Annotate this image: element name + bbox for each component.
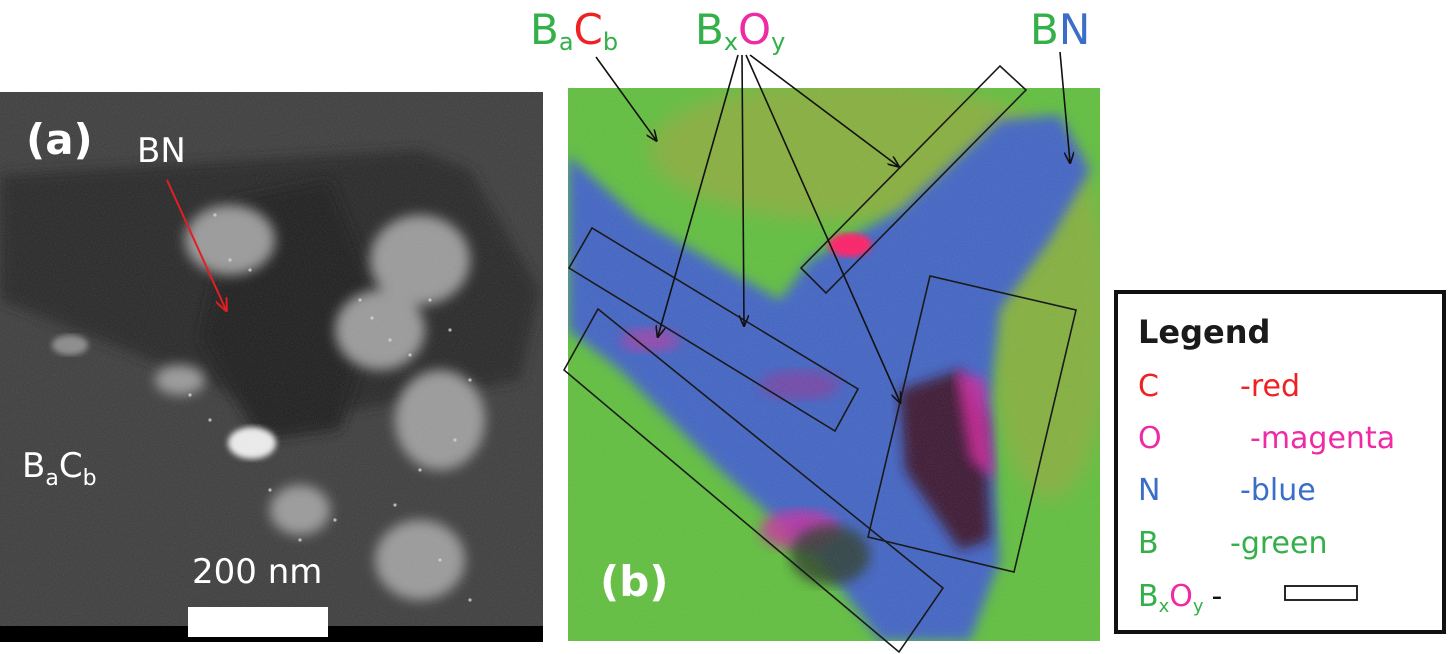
bxoy-box-left-lower <box>562 307 945 654</box>
legend-symbol-c: C <box>1138 369 1159 404</box>
panel-b-arrows <box>595 51 1070 402</box>
legend-desc-b: -green <box>1230 526 1327 561</box>
legend-box: Legend C -red O -magenta N -blue B -gree… <box>1114 290 1446 634</box>
bac-c: C <box>59 446 83 486</box>
top-bn-label: BN <box>1030 5 1090 54</box>
bxoy-region-boxes <box>562 64 1077 654</box>
legend-bxoy-label: BxOy - <box>1138 579 1222 617</box>
legend-bxoy-box-symbol <box>1284 585 1358 601</box>
legend-desc-o: -magenta <box>1250 421 1395 456</box>
arrow-bn <box>1059 51 1070 162</box>
bxoy-box-top <box>799 64 1028 295</box>
panel-a-bn-label: BN <box>137 131 186 171</box>
arrow-bac <box>595 56 656 140</box>
arrow-bxoy-4 <box>749 54 898 166</box>
panel-b-label: (b) <box>600 557 668 606</box>
bac-sub-a: a <box>45 466 58 491</box>
arrow-bxoy-2 <box>742 54 744 325</box>
bac-b: B <box>22 446 45 486</box>
scale-bar-label: 200 nm <box>192 552 322 592</box>
bxoy-box-left-upper <box>567 226 860 433</box>
panel-a-label: (a) <box>26 115 93 164</box>
panel-a-red-arrow <box>166 179 226 310</box>
arrow-bxoy-3 <box>745 54 900 402</box>
legend-symbol-n: N <box>1138 473 1160 508</box>
legend-desc-c: -red <box>1240 369 1300 404</box>
arrow-bxoy-1 <box>658 54 739 336</box>
panel-a-bac-label: BaCb <box>22 446 97 491</box>
legend-symbol-b: B <box>1138 526 1159 561</box>
panel-a-tem-image <box>0 92 543 642</box>
top-bac-label: BaCb <box>530 5 618 56</box>
panel-b-elemental-map <box>568 88 1100 641</box>
bxoy-box-right <box>867 275 1077 573</box>
legend-title: Legend <box>1138 313 1270 351</box>
legend-desc-n: -blue <box>1240 473 1316 508</box>
scale-bar <box>188 607 328 637</box>
bac-sub-b: b <box>83 466 97 491</box>
top-bxoy-label: BxOy <box>695 5 785 56</box>
legend-symbol-o: O <box>1138 421 1162 456</box>
